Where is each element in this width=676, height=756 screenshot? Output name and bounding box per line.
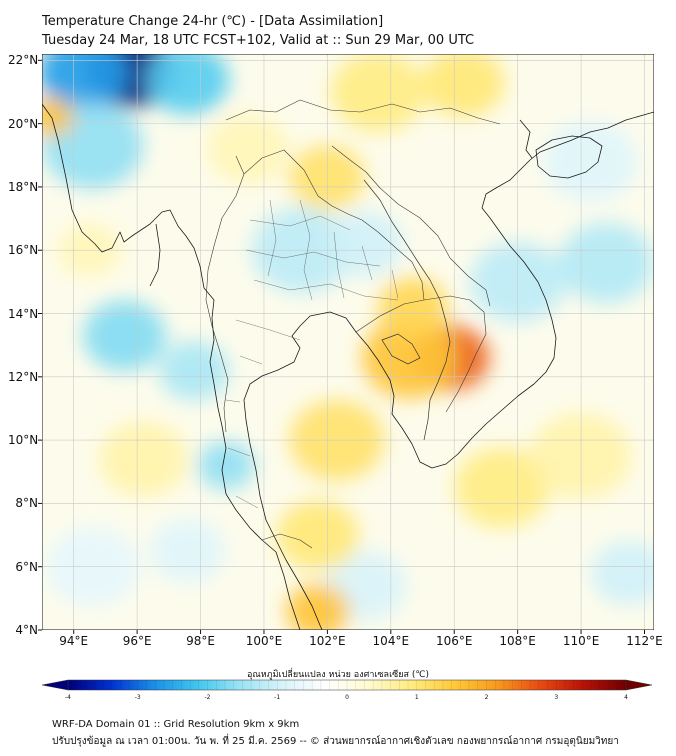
lon-label: 110°E (562, 634, 600, 648)
colorbar-tick: 0 (345, 694, 349, 701)
anomaly-blob (159, 340, 230, 401)
mekong-line (363, 179, 451, 441)
border-thailand-laos (243, 149, 425, 301)
lat-label: 18°N (8, 179, 39, 194)
border-china-north (225, 99, 501, 125)
footer-line2: ปรับปรุงข้อมูล ณ เวลา 01:00น. วัน พ. ที่… (52, 736, 619, 747)
lat-label: 16°N (8, 243, 39, 258)
colorbar-tick: 3 (554, 694, 559, 701)
colorbar-max-arrow (625, 679, 653, 691)
anomaly-blob (276, 500, 360, 571)
axis-ticks (38, 59, 645, 634)
anomaly-blob (42, 54, 128, 111)
lon-label: 112°E (626, 634, 663, 648)
province-lines-1 (245, 199, 399, 301)
temperature-field (42, 54, 654, 630)
anomaly-blob (590, 540, 654, 606)
map-area (42, 54, 654, 630)
anomaly-blob (558, 222, 654, 304)
map-title-line2: Tuesday 24 Mar, 18 UTC FCST+102, Valid a… (42, 33, 475, 48)
anomaly-blob (327, 211, 404, 277)
lon-label: 108°E (499, 634, 536, 648)
border-laos-vietnam (331, 145, 491, 307)
lon-label: 104°E (372, 634, 410, 648)
colorbar-min-arrow (41, 679, 69, 691)
anomaly-blob (146, 54, 230, 115)
anomaly-blob (378, 277, 448, 337)
lon-label: 98°E (186, 634, 215, 648)
anomaly-blob (286, 584, 350, 630)
lat-label: 14°N (8, 306, 39, 321)
lon-label: 102°E (309, 634, 346, 648)
map-title-line1: Temperature Change 24-hr (℃) - [Data Ass… (42, 14, 384, 29)
anomaly-blob (543, 121, 639, 203)
colorbar-tick: 2 (484, 694, 489, 701)
lat-label: 6°N (15, 559, 38, 574)
colorbar-tick: -1 (274, 694, 281, 701)
border-myanmar-thailand (205, 155, 245, 433)
lon-label: 96°E (122, 634, 152, 648)
lat-label: 10°N (8, 433, 39, 448)
lat-label: 12°N (8, 369, 39, 384)
lon-label: 106°E (435, 634, 473, 648)
graticule (42, 54, 654, 630)
border-thailand-malaysia (261, 533, 313, 549)
anomaly-blob (330, 54, 426, 133)
province-lines-2 (225, 319, 301, 509)
colorbar-tick: -2 (204, 694, 211, 701)
colorbar-tick: -3 (134, 694, 141, 701)
border-cambodia (355, 295, 487, 413)
colorbar (41, 679, 653, 691)
lat-label: 4°N (15, 623, 38, 637)
anomaly-blob (362, 317, 458, 399)
colorbar-tick: -4 (65, 694, 71, 701)
coastline-andaman (149, 223, 161, 287)
anomaly-blob (42, 98, 74, 137)
colorbar-tick: 1 (414, 694, 419, 701)
coastline-hainan (535, 135, 603, 179)
coastline-mainland (42, 103, 654, 630)
coastlines (42, 103, 654, 630)
lat-label: 8°N (15, 496, 38, 511)
anomaly-blob (197, 441, 255, 490)
anomaly-blob (149, 518, 226, 584)
lon-label: 94°E (59, 634, 89, 648)
anomaly-blob (99, 421, 188, 497)
country-borders (205, 99, 501, 549)
anomaly-blob (206, 113, 290, 184)
colorbar-title: อุณหภูมิเปลี่ยนแปลง หน่วย องศาเซลเซียส (… (246, 670, 430, 680)
lat-label: 22°N (8, 53, 39, 68)
anomaly-blob (454, 447, 550, 529)
province-boundaries (225, 199, 399, 509)
colorbar-tick: 4 (624, 694, 628, 701)
lon-label: 100°E (245, 634, 283, 648)
anomaly-blob (83, 300, 166, 371)
lat-label: 20°N (8, 116, 39, 131)
coastline-gulf-tonkin (519, 119, 533, 159)
mekong-river (363, 179, 451, 441)
tonle-sap-lake (381, 333, 421, 365)
anomaly-blob (422, 54, 505, 118)
footer-line1: WRF-DA Domain 01 :: Grid Resolution 9km … (52, 719, 300, 730)
